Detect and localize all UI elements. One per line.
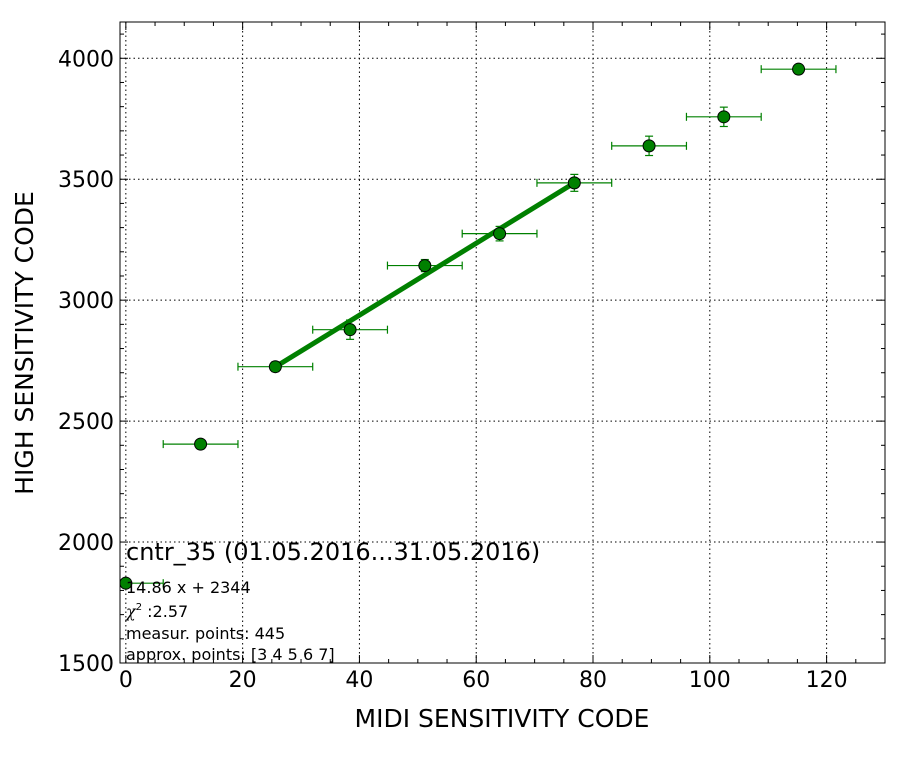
tick-labels: 0 20 40 60 80 100 120 1500 2000 2500 3000 3500 4000	[58, 47, 848, 693]
data-layer	[120, 62, 837, 590]
annotation-approx-points: approx. points: [3 4 5 6 7]	[126, 645, 335, 664]
x-axis-title: MIDI SENSITIVITY CODE	[355, 704, 650, 733]
annotation-chi-square: χ2 :2.57	[125, 602, 188, 621]
data-point	[567, 176, 581, 190]
y-axis-title: HIGH SENSITIVITY CODE	[10, 191, 39, 495]
data-point	[268, 360, 282, 374]
chi-superscript: 2	[136, 602, 142, 613]
data-point	[194, 437, 208, 451]
data-point	[717, 110, 731, 124]
data-point	[418, 259, 432, 273]
data-point	[493, 227, 507, 241]
annotation-measur-points: measur. points: 445	[126, 624, 285, 643]
chi-value: :2.57	[142, 602, 188, 621]
x-tick-label: 100	[689, 668, 731, 693]
plot-frame	[119, 21, 886, 664]
y-tick-label: 3500	[58, 168, 114, 193]
annotation-equation: 14.86 x + 2344	[126, 578, 251, 597]
data-point	[120, 576, 133, 590]
data-point	[343, 323, 357, 337]
chi-symbol: χ	[125, 602, 137, 621]
y-tick-label: 3000	[58, 289, 114, 314]
x-tick-label: 40	[345, 668, 373, 693]
y-tick-label: 4000	[58, 47, 114, 72]
data-point	[642, 139, 656, 153]
y-tick-label: 1500	[58, 652, 114, 677]
annotation-title: cntr_35 (01.05.2016...31.05.2016)	[126, 538, 540, 566]
y-tick-label: 2500	[58, 410, 114, 435]
x-tick-label: 20	[229, 668, 257, 693]
axis-ticks	[120, 22, 886, 664]
grid	[120, 22, 885, 663]
data-point	[792, 62, 806, 76]
y-tick-label: 2000	[58, 531, 114, 556]
fit-line	[274, 180, 576, 370]
x-tick-label: 60	[462, 668, 490, 693]
x-tick-label: 0	[119, 668, 133, 693]
x-tick-label: 80	[579, 668, 607, 693]
annotation: cntr_35 (01.05.2016...31.05.2016) 14.86 …	[125, 538, 540, 664]
x-tick-label: 120	[806, 668, 848, 693]
